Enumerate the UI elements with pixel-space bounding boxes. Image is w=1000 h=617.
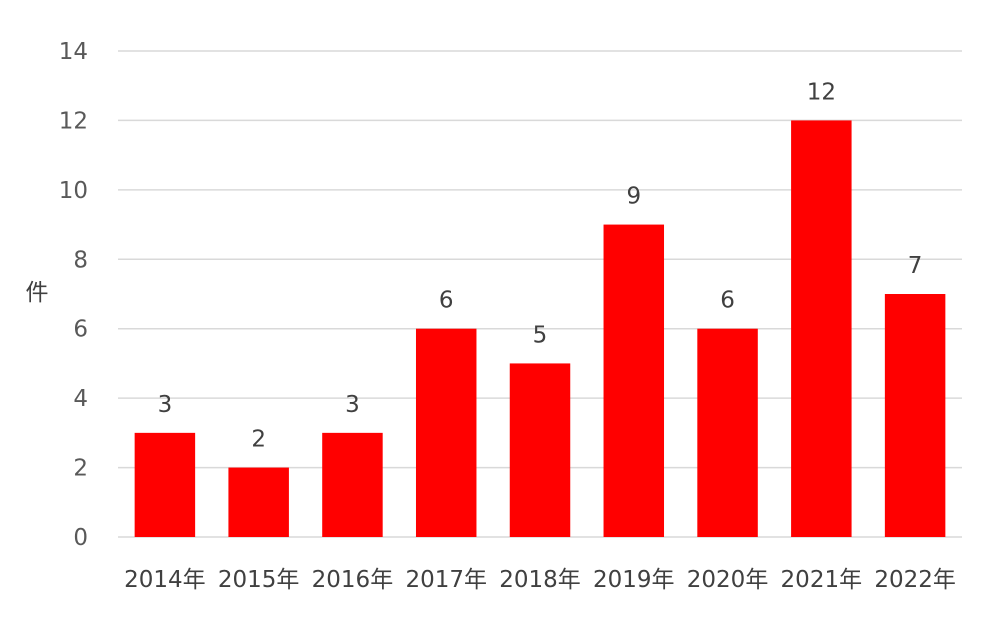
y-axis-ticks: 0 2 4 6 8 10 12 14	[59, 39, 88, 551]
bar	[134, 432, 196, 537]
x-tick-label: 2020年	[687, 567, 769, 593]
x-tick-label: 2017年	[405, 567, 487, 593]
data-label: 2	[251, 427, 266, 453]
bar	[791, 120, 852, 537]
bars	[134, 120, 946, 538]
data-label: 6	[720, 288, 735, 314]
x-tick-label: 2015年	[218, 567, 300, 593]
x-tick-label: 2019年	[593, 567, 675, 593]
y-tick-label: 6	[73, 317, 88, 343]
y-tick-label: 2	[73, 456, 88, 482]
y-axis-label: 件	[26, 280, 49, 306]
bar	[228, 467, 289, 537]
data-label: 7	[908, 253, 923, 279]
y-tick-label: 8	[73, 247, 88, 273]
y-tick-label: 12	[59, 108, 88, 134]
x-tick-label: 2022年	[874, 567, 956, 593]
x-tick-label: 2014年	[124, 567, 206, 593]
data-label: 5	[533, 322, 548, 348]
data-labels: 3 2 3 6 5 9 6 12 7	[158, 79, 923, 452]
data-label: 12	[807, 79, 836, 105]
bar	[322, 432, 383, 537]
x-tick-label: 2018年	[499, 567, 581, 593]
data-label: 6	[439, 288, 454, 314]
y-tick-label: 14	[59, 39, 88, 65]
data-label: 3	[345, 392, 360, 418]
x-tick-label: 2016年	[312, 567, 394, 593]
y-tick-label: 0	[73, 525, 88, 551]
x-axis-ticks: 2014年 2015年 2016年 2017年 2018年 2019年 2020年 2021年…	[124, 567, 956, 593]
bar	[415, 328, 477, 537]
y-tick-label: 4	[73, 386, 88, 412]
bar	[884, 294, 946, 537]
bar	[603, 224, 665, 538]
data-label: 3	[158, 392, 173, 418]
y-tick-label: 10	[59, 178, 88, 204]
x-tick-label: 2021年	[781, 567, 863, 593]
bar	[697, 328, 758, 537]
bar	[509, 363, 571, 537]
data-label: 9	[626, 184, 641, 210]
